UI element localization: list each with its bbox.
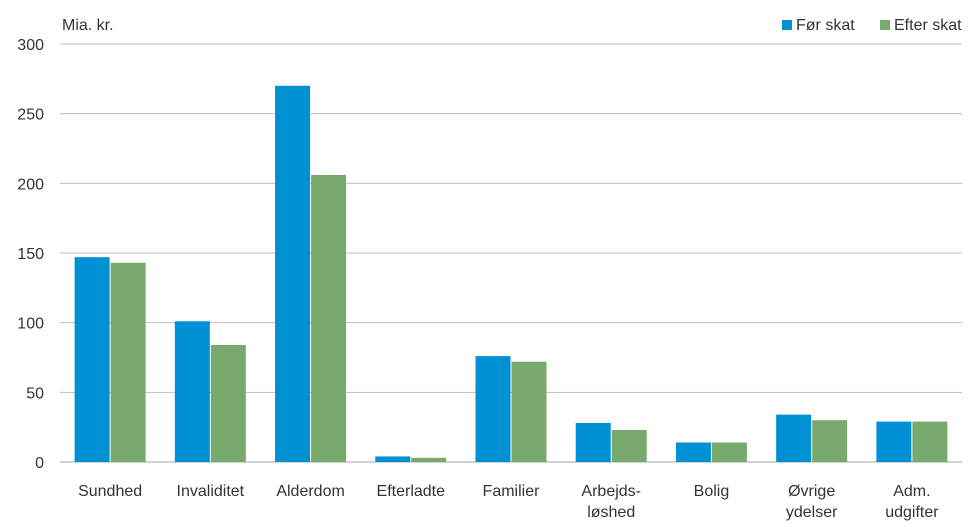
y-tick-labels: 0 50 100 150 200 250 300 <box>17 37 44 472</box>
bar-efter-skat <box>711 442 747 462</box>
bar-foer-skat <box>475 356 511 462</box>
x-tick-label: Bolig <box>694 483 730 500</box>
bar-efter-skat <box>812 420 848 462</box>
bar-efter-skat <box>411 457 447 462</box>
y-tick-label: 250 <box>17 107 44 124</box>
legend-label: Efter skat <box>894 17 962 34</box>
x-tick-label: Efterladte <box>377 483 446 500</box>
y-tick-label: 50 <box>26 385 44 402</box>
legend-label: Før skat <box>796 17 855 34</box>
x-tick-label: Familier <box>483 483 541 500</box>
bar-efter-skat <box>110 262 146 462</box>
x-tick-label: Invaliditet <box>177 483 245 500</box>
gridlines <box>60 43 962 463</box>
x-tick-label: Arbejds- <box>581 483 641 500</box>
bar-efter-skat <box>311 174 347 462</box>
y-tick-label: 150 <box>17 246 44 263</box>
x-tick-label: Sundhed <box>78 483 142 500</box>
bars <box>74 85 948 463</box>
bar-foer-skat <box>375 456 411 462</box>
y-tick-label: 200 <box>17 176 44 193</box>
bar-foer-skat <box>776 414 812 462</box>
bar-efter-skat <box>611 429 647 462</box>
legend-swatch <box>782 20 792 30</box>
x-tick-label: Adm. <box>893 483 930 500</box>
bar-foer-skat <box>575 422 611 462</box>
x-tick-label: udgifter <box>885 504 939 521</box>
x-tick-labels: Sundhed Invaliditet Alderdom Efterladte Fami… <box>78 483 939 521</box>
bar-efter-skat <box>210 344 246 462</box>
bar-foer-skat <box>275 85 311 463</box>
bar-foer-skat <box>174 321 210 462</box>
bar-foer-skat <box>876 421 912 462</box>
y-tick-label: 100 <box>17 316 44 333</box>
legend-swatch <box>880 20 890 30</box>
bar-efter-skat <box>912 421 948 462</box>
legend: Før skat Efter skat <box>782 17 962 34</box>
y-axis-label: Mia. kr. <box>62 17 114 34</box>
x-tick-label: ydelser <box>786 504 838 521</box>
x-tick-label: løshed <box>587 504 635 521</box>
bar-efter-skat <box>511 361 547 462</box>
x-tick-label: Alderdom <box>276 483 344 500</box>
y-tick-label: 0 <box>35 455 44 472</box>
y-tick-label: 300 <box>17 37 44 54</box>
bar-foer-skat <box>675 442 711 462</box>
x-tick-label: Øvrige <box>788 483 835 500</box>
bar-foer-skat <box>74 257 110 462</box>
